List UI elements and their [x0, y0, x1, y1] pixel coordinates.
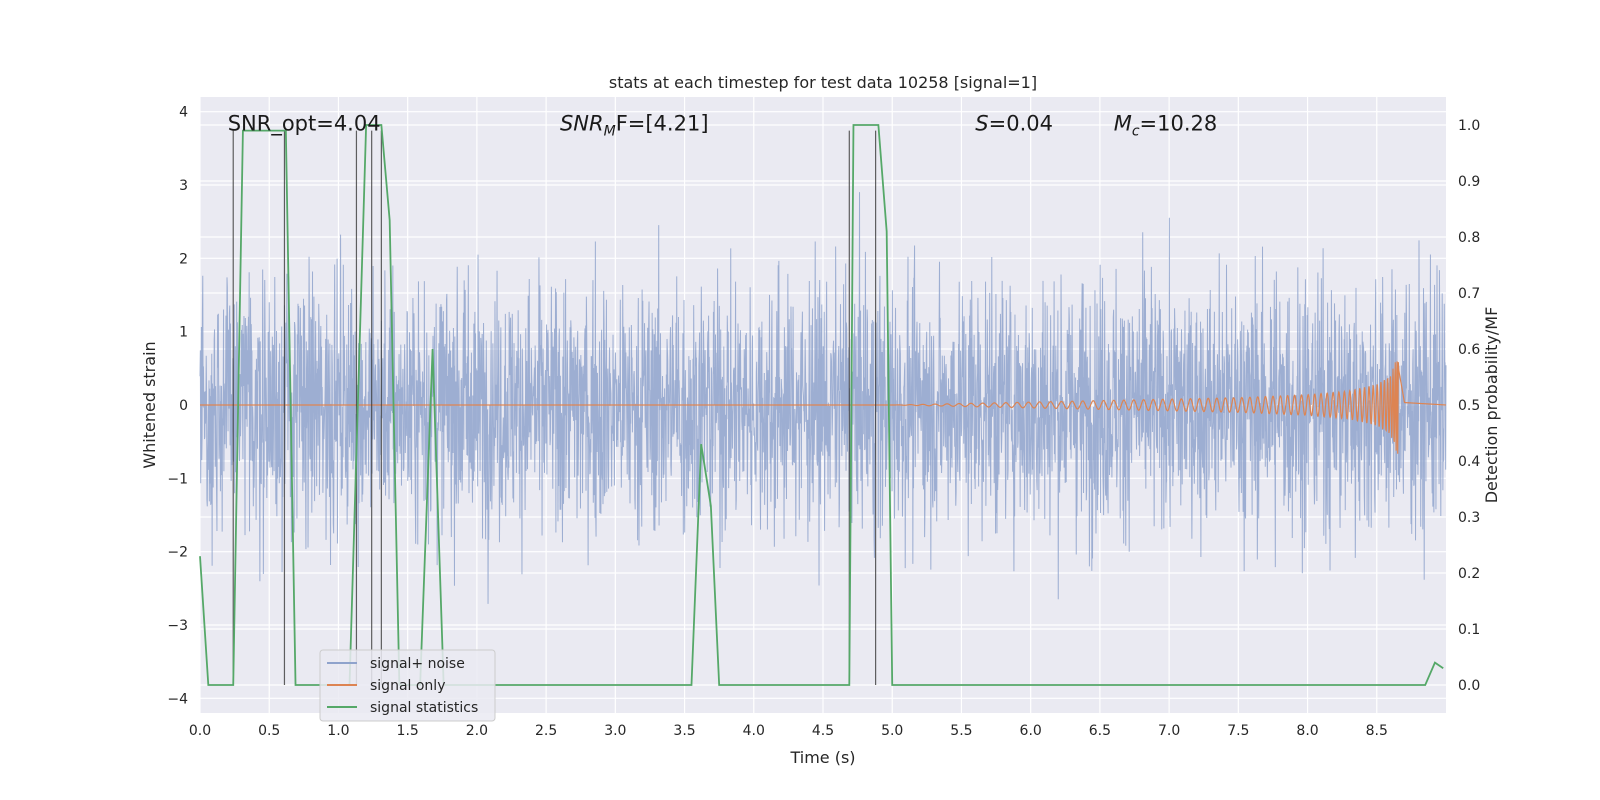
annotation-snr-opt: SNR_opt=4.04	[228, 112, 381, 137]
x-tick-label: 5.5	[950, 723, 972, 739]
x-tick-label: 0.0	[189, 723, 211, 739]
signal-only-series	[200, 361, 1447, 454]
x-tick-label: 4.5	[812, 723, 834, 739]
x-tick-label: 3.0	[604, 723, 626, 739]
annotation-tail: =0.04	[989, 112, 1053, 136]
vertical-marker-layer	[232, 130, 877, 685]
x-tick-label: 6.5	[1089, 723, 1111, 739]
y2-tick-label: 0.2	[1458, 566, 1480, 582]
chart-title: stats at each timestep for test data 102…	[609, 73, 1037, 92]
annotation-s-value: S=0.04	[975, 112, 1053, 136]
x-tick-label: 2.5	[535, 723, 557, 739]
x-tick-label: 3.5	[673, 723, 695, 739]
x-tick-label: 1.5	[397, 723, 419, 739]
x-tick-label: 7.5	[1227, 723, 1249, 739]
y-tick-label: 0	[179, 398, 188, 414]
annotation-main: M	[1114, 112, 1132, 136]
annotation-sub: c	[1132, 124, 1140, 140]
annotations: SNR_opt=4.04 SNRMF=[4.21] S=0.04 Mc=10.28	[228, 112, 1218, 140]
annotation-snr-mf: SNRMF=[4.21]	[560, 112, 709, 140]
annotation-italic: S	[975, 112, 988, 136]
y2-tick-label: 0.4	[1458, 454, 1480, 470]
signal-noise-line	[199, 192, 1447, 604]
y2-tick-label: 0.3	[1458, 510, 1480, 526]
legend-box	[319, 649, 496, 722]
x-tick-label: 1.0	[327, 723, 349, 739]
y-tick-label: −1	[167, 471, 188, 487]
y-tick-label: 2	[179, 251, 188, 267]
annotation-tail: F=[4.21]	[616, 112, 709, 136]
y-axis-label: Whitened strain	[140, 341, 159, 468]
y2-tick-label: 0.0	[1458, 678, 1480, 694]
x-tick-label: 2.0	[466, 723, 488, 739]
y2-tick-label: 0.9	[1458, 174, 1480, 190]
y2-tick-label: 0.5	[1458, 398, 1480, 414]
x-tick-label: 6.0	[1020, 723, 1042, 739]
y-tick-label: 1	[179, 325, 188, 341]
x-axis-label: Time (s)	[789, 748, 855, 767]
x-tick-label: 4.0	[743, 723, 765, 739]
x-tick-label: 5.0	[881, 723, 903, 739]
x-tick-label: 8.0	[1296, 723, 1318, 739]
signal-only-line	[200, 361, 1447, 454]
y2-tick-label: 0.6	[1458, 342, 1480, 358]
x-tick-label: 7.0	[1158, 723, 1180, 739]
annotation-tail: =10.28	[1140, 112, 1218, 136]
y-tick-label: 3	[179, 178, 188, 194]
y-tick-label: −2	[167, 545, 188, 561]
y2-tick-labels: 0.0 0.1 0.2 0.3 0.4 0.5 0.6 0.7 0.8 0.9 1.0	[1458, 118, 1480, 694]
x-tick-label: 8.5	[1366, 723, 1388, 739]
x-tick-label: 0.5	[258, 723, 280, 739]
legend-label-signal-only: signal only	[370, 678, 445, 694]
annotation-mc-value: Mc=10.28	[1114, 112, 1218, 140]
y2-tick-label: 0.8	[1458, 230, 1480, 246]
y2-axis-label: Detection probability/MF	[1482, 307, 1501, 504]
y-tick-label: −4	[167, 691, 188, 707]
legend: signal+ noise signal only signal statist…	[319, 649, 496, 722]
y-tick-label: −3	[167, 618, 188, 634]
y2-tick-label: 0.1	[1458, 622, 1480, 638]
y2-tick-label: 0.7	[1458, 286, 1480, 302]
x-tick-labels: 0.0 0.5 1.0 1.5 2.0 2.5 3.0 3.5 4.0 4.5 5.0 5.5 6.0 6…	[189, 723, 1388, 739]
annotation-main: SNR	[560, 112, 604, 136]
legend-label-signal-noise: signal+ noise	[370, 656, 465, 672]
y-tick-labels: −4 −3 −2 −1 0 1 2 3 4	[167, 105, 188, 708]
annotation-sub: M	[604, 124, 616, 140]
signal-noise-series	[199, 192, 1447, 604]
y-tick-label: 4	[179, 105, 188, 121]
legend-label-signal-statistics: signal statistics	[370, 700, 478, 716]
y2-tick-label: 1.0	[1458, 118, 1480, 134]
